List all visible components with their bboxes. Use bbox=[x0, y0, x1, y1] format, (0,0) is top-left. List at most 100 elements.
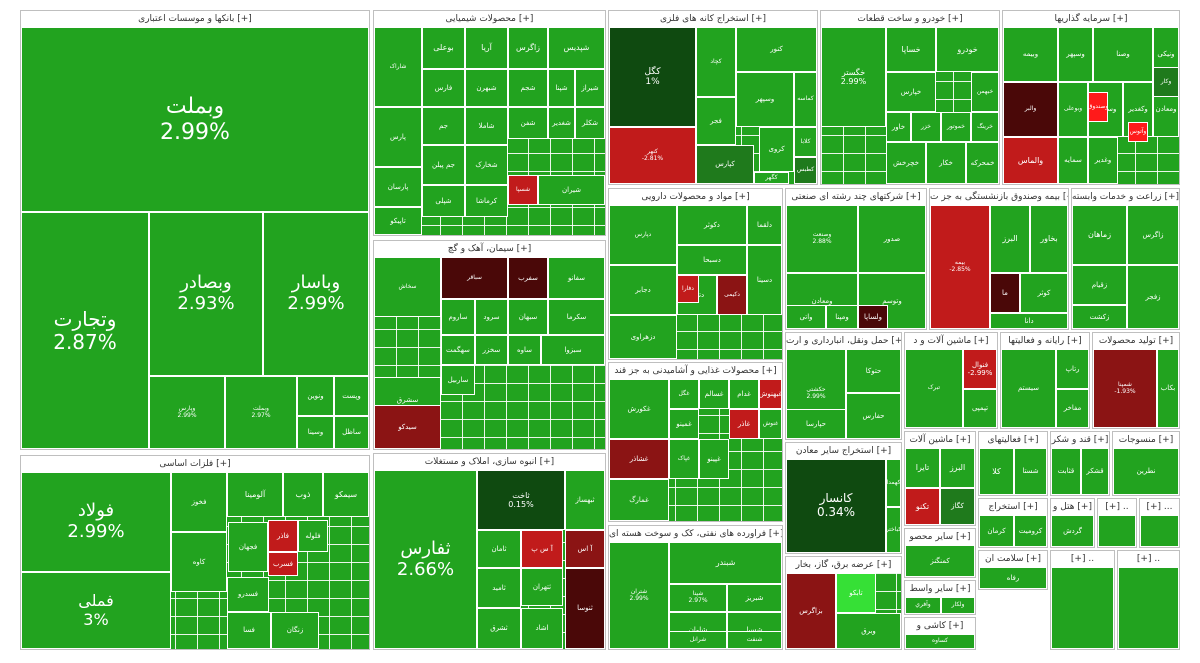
stock-cell[interactable]: دسینا bbox=[747, 245, 782, 315]
stock-cell[interactable]: خاور bbox=[886, 112, 911, 142]
stock-cell[interactable] bbox=[1118, 567, 1179, 649]
stock-cell[interactable]: شیران bbox=[538, 175, 605, 205]
stock-cell[interactable]: سمایه bbox=[1058, 137, 1088, 184]
stock-cell[interactable]: کمنگنز bbox=[905, 545, 975, 577]
stock-cell[interactable]: خموتور bbox=[941, 112, 971, 142]
stock-cell[interactable]: تکنو bbox=[905, 488, 940, 525]
stock-cell[interactable]: کچاد bbox=[696, 27, 736, 97]
stock-cell[interactable]: دانا bbox=[990, 313, 1068, 329]
sector-header[interactable]: مواد و محصولات دارویی [+] bbox=[609, 189, 782, 206]
sector-header[interactable]: سایر محصو [+] bbox=[905, 529, 975, 546]
stock-cell[interactable]: واتی bbox=[786, 305, 826, 329]
stock-cell[interactable]: دفارا bbox=[677, 275, 699, 303]
stock-cell[interactable]: شبندر bbox=[669, 542, 782, 584]
stock-cell[interactable]: شجم bbox=[508, 69, 548, 107]
stock-cell[interactable]: وسپهر bbox=[1058, 27, 1093, 82]
stock-cell[interactable]: وصنا bbox=[1093, 27, 1153, 82]
stock-cell[interactable]: وآتوس bbox=[1128, 122, 1148, 142]
stock-cell[interactable] bbox=[1098, 515, 1136, 547]
stock-cell[interactable]: شخارک bbox=[465, 145, 508, 185]
sector-header[interactable]: ماشین آلات و د [+] bbox=[905, 333, 997, 350]
stock-cell[interactable]: ساوه bbox=[508, 335, 541, 365]
stock-cell[interactable]: کطبس bbox=[794, 157, 817, 184]
stock-cell[interactable] bbox=[1051, 567, 1114, 649]
sector-header[interactable]: عرضه برق، گاز، بخار [+] bbox=[786, 557, 901, 574]
stock-cell[interactable]: سیستم bbox=[1001, 349, 1056, 428]
stock-cell[interactable]: غشاذر bbox=[609, 439, 669, 479]
sector-header[interactable]: فعالیتهای [+] bbox=[979, 432, 1047, 449]
stock-cell[interactable]: زاگرس bbox=[508, 27, 548, 69]
stock-cell[interactable]: سفرب bbox=[508, 257, 548, 299]
stock-cell[interactable]: وسینا bbox=[297, 416, 334, 449]
stock-cell[interactable]: ثامید bbox=[477, 568, 521, 608]
stock-cell[interactable]: ثفارس 2.66% bbox=[374, 470, 477, 649]
stock-cell[interactable]: کلابا bbox=[794, 127, 817, 157]
stock-cell[interactable]: کگل 1% bbox=[609, 27, 696, 127]
stock-cell[interactable]: شرانل bbox=[669, 631, 727, 649]
stock-cell[interactable]: نطرین bbox=[1113, 448, 1179, 495]
stock-cell[interactable]: شپنا 2.97% bbox=[669, 584, 727, 612]
stock-cell[interactable]: ما bbox=[990, 273, 1020, 313]
sector-header[interactable]: سلامت ان [+] bbox=[979, 551, 1047, 568]
stock-cell[interactable]: وپارس 2.99% bbox=[149, 376, 225, 449]
stock-cell[interactable]: غمارگ bbox=[609, 479, 669, 521]
stock-cell[interactable]: فجهان bbox=[228, 522, 268, 572]
stock-cell[interactable]: وبوعلی bbox=[1058, 82, 1088, 137]
sector-header[interactable]: رایانه و فعالیتها [+] bbox=[1001, 333, 1089, 350]
stock-cell[interactable]: بخاور bbox=[1030, 205, 1068, 273]
stock-cell[interactable]: سیمکو bbox=[323, 472, 369, 517]
stock-cell[interactable]: ونوین bbox=[297, 376, 334, 416]
stock-cell[interactable]: آ س پ bbox=[521, 530, 563, 568]
stock-cell[interactable]: بیمه -2.85% bbox=[930, 205, 990, 329]
stock-cell[interactable]: والبر bbox=[1003, 82, 1058, 137]
sector-header[interactable]: استخراج کانه های فلزی [+] bbox=[609, 11, 817, 28]
stock-cell[interactable]: خساپا bbox=[886, 27, 936, 72]
stock-cell[interactable]: کرماشا bbox=[465, 185, 508, 217]
stock-cell[interactable]: حپارسا bbox=[786, 409, 846, 439]
stock-cell[interactable]: غبهنوش bbox=[759, 379, 782, 409]
stock-cell[interactable]: دلقما bbox=[747, 205, 782, 245]
stock-cell[interactable]: ولکار bbox=[941, 597, 975, 614]
stock-cell[interactable]: سکرما bbox=[548, 299, 605, 335]
stock-cell[interactable]: قثابت bbox=[1051, 448, 1081, 495]
stock-cell[interactable]: شپنا bbox=[548, 69, 575, 107]
sector-header[interactable]: سایر واسط [+] bbox=[905, 581, 975, 598]
stock-cell[interactable]: آلومینا bbox=[227, 472, 283, 517]
stock-cell[interactable]: دپارس bbox=[609, 205, 677, 265]
stock-cell[interactable]: وآفري bbox=[905, 597, 941, 614]
sector-header[interactable]: فراورده های نفتی، کک و سوخت هسته ای [+] bbox=[609, 526, 782, 543]
stock-cell[interactable]: خمحرکه bbox=[966, 142, 999, 184]
stock-cell[interactable]: وپست bbox=[334, 376, 369, 416]
stock-cell[interactable]: کگهر bbox=[754, 172, 789, 184]
stock-cell[interactable]: ثامان bbox=[477, 530, 521, 568]
stock-cell[interactable]: ثشرق bbox=[477, 608, 521, 649]
stock-cell[interactable]: شپدیس bbox=[548, 27, 605, 69]
stock-cell[interactable]: شستا bbox=[1014, 448, 1047, 495]
stock-cell[interactable]: دجابر bbox=[609, 265, 677, 315]
stock-cell[interactable]: کپارس bbox=[696, 145, 754, 184]
stock-cell[interactable]: غمینو bbox=[669, 409, 699, 439]
stock-cell[interactable]: گردش bbox=[1051, 515, 1094, 547]
stock-cell[interactable]: خرینگ bbox=[971, 112, 999, 142]
stock-cell[interactable]: فارس bbox=[422, 69, 465, 107]
stock-cell[interactable]: وبرق bbox=[836, 613, 901, 649]
stock-cell[interactable]: خگستر 2.99% bbox=[821, 27, 886, 127]
sector-header[interactable]: خودرو و ساخت قطعات [+] bbox=[821, 11, 999, 28]
stock-cell[interactable]: دکوثر bbox=[677, 205, 747, 245]
stock-cell[interactable]: والماس bbox=[1003, 137, 1058, 184]
stock-cell[interactable]: ولساپا bbox=[858, 305, 888, 329]
stock-cell[interactable]: پارسان bbox=[374, 167, 422, 207]
stock-cell[interactable]: فلوله bbox=[298, 520, 328, 552]
sector-header[interactable]: بانکها و موسسات اعتباری [+] bbox=[21, 11, 369, 28]
stock-cell[interactable]: تابکو bbox=[836, 573, 876, 613]
stock-cell[interactable]: شکلر bbox=[575, 107, 605, 139]
stock-cell[interactable]: کباختر bbox=[886, 507, 901, 553]
stock-cell[interactable]: رفاه bbox=[979, 567, 1047, 589]
stock-cell[interactable]: غسالم bbox=[699, 379, 729, 409]
stock-cell[interactable]: غدام bbox=[729, 379, 759, 409]
stock-cell[interactable]: سبزوا bbox=[541, 335, 605, 365]
sector-header[interactable]: حمل ونقل، انبارداری و ارت [+] bbox=[786, 333, 901, 350]
stock-cell[interactable]: غنوش bbox=[759, 409, 782, 439]
stock-cell[interactable]: وبیمه bbox=[1003, 27, 1058, 82]
stock-cell[interactable]: تبرک bbox=[905, 349, 963, 428]
